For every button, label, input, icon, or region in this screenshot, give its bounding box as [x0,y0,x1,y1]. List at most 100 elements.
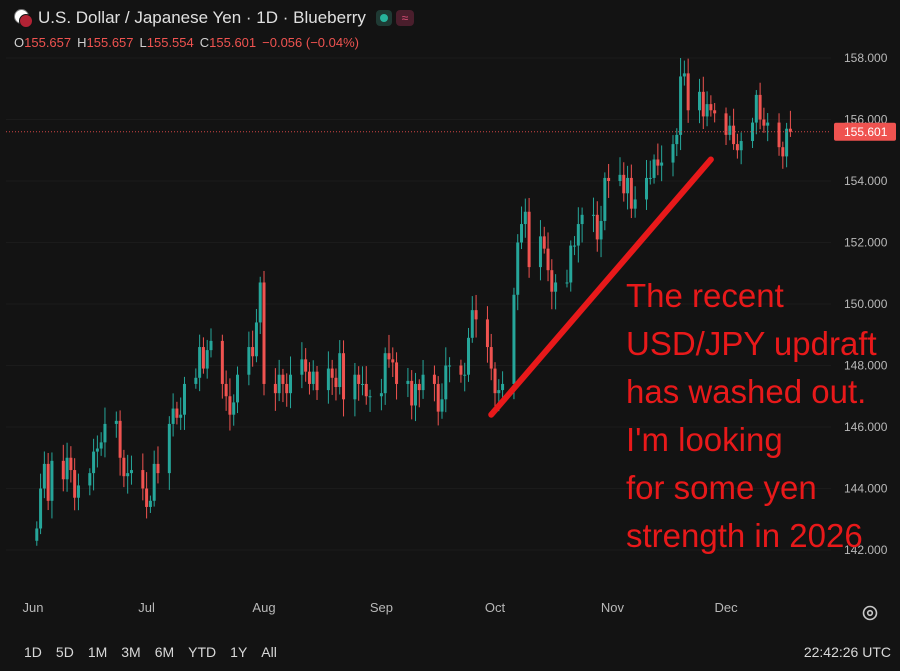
candle-body [739,141,743,151]
range-button-1y[interactable]: 1Y [230,644,248,660]
candle-body [126,473,130,477]
candle-body [285,383,289,394]
candle-body [300,359,304,375]
candle-body [368,396,372,398]
range-button-ytd[interactable]: YTD [188,644,217,660]
candle-body [660,162,664,166]
range-button-6m[interactable]: 6M [154,644,175,660]
time-axis[interactable]: Jun Jul Aug Sep Oct Nov Dec [23,600,739,615]
candle-body [781,147,785,157]
candle-body [607,177,611,181]
candle-body [523,211,527,225]
candle-body [493,368,497,394]
range-button-1d[interactable]: 1D [24,644,42,660]
candle-body [758,94,762,120]
candle-body [652,159,656,178]
wave-icon[interactable]: ≈ [395,10,414,26]
candle-body [573,245,577,247]
trend-line[interactable] [488,156,714,418]
candle-body [682,73,686,77]
candle-body [330,368,334,378]
range-button-5d[interactable]: 5D [55,644,74,660]
candle-body [338,353,342,388]
candle-body [167,423,171,474]
candle-body [88,473,92,486]
candle-body [39,488,43,529]
price-grid [6,57,831,551]
price-tick-label: 158.000 [844,51,888,65]
candle-body [334,377,338,388]
candle-body [179,414,183,418]
candle-body [622,174,626,194]
candle-body [546,248,550,271]
candle-body [224,383,228,397]
candle-body [432,374,436,384]
candle-body [156,463,160,474]
candle-body [235,374,239,403]
open-label: O [14,35,25,50]
time-tick-label: Sep [370,600,393,615]
candle-body [228,396,232,415]
price-tick-label: 150.000 [844,297,888,311]
candle-body [232,402,236,415]
overlay-layer: 155.601 [6,122,896,418]
symbol-row[interactable]: U.S. Dollar / Japanese Yen · 1D · Bluebe… [14,8,414,28]
candle-body [520,224,524,243]
range-button-3m[interactable]: 3M [121,644,141,660]
price-tick-label: 152.000 [844,236,888,250]
candle-body [273,383,277,394]
candle-body [751,122,755,142]
candle-body [258,282,262,323]
candle-body [65,457,69,480]
ohlc-legend: O155.657 H155.657 L155.554 C155.601 −0.0… [14,35,359,50]
candle-body [220,340,224,384]
candle-body [629,177,633,209]
candle-body [379,393,383,397]
time-tick-label: Oct [485,600,506,615]
candle-body [698,91,702,111]
candle-body [360,383,364,385]
candle-body [262,282,266,384]
candle-body [114,420,118,424]
price-axis[interactable]: 142.000 144.000 146.000 148.000 150.000 152.0… [844,51,888,557]
candle-body [648,177,652,179]
candle-body [391,359,395,363]
market-status-icon[interactable] [375,10,392,26]
candle-body [421,374,425,391]
range-button-1m[interactable]: 1M [87,644,108,660]
range-button-all[interactable]: All [261,644,277,660]
open-value: 155.657 [24,35,72,50]
candle-body [474,310,478,320]
candle-body [569,245,573,283]
high-label: H [77,35,87,50]
candle-body [69,457,73,471]
candle-body [99,442,103,449]
chart-footer: 1D 5D 1M 3M 6M YTD 1Y All 22:42:26 UTC [0,636,900,671]
candle-body [436,383,440,412]
symbol-title[interactable]: U.S. Dollar / Japanese Yen · 1D · Bluebe… [38,8,366,27]
candle-body [92,451,96,474]
annotation-text: The recent USD/JPY updraft has washed ou… [626,277,877,554]
candle-body [410,380,414,406]
candle-body [550,270,554,292]
candle-body [679,76,683,135]
candle-body [527,211,531,268]
price-chart[interactable]: 142.000 144.000 146.000 148.000 150.000 152.0… [0,0,900,636]
candle-body [576,224,580,246]
candle-body [542,236,546,249]
candle-body [595,214,599,240]
price-tick-label: 148.000 [844,359,888,373]
candle-body [129,470,133,474]
candle-body [307,371,311,384]
candle-body [42,463,46,489]
candle-body [387,353,391,360]
candle-body [326,368,330,391]
candle-body [497,390,501,394]
candle-body [675,134,679,145]
settings-gear-icon[interactable] [861,604,879,622]
utc-clock[interactable]: 22:42:26 UTC [803,644,891,660]
candle-body [46,463,50,501]
candle-body [103,423,107,443]
candle-body [538,236,542,268]
candle-body [754,94,758,123]
